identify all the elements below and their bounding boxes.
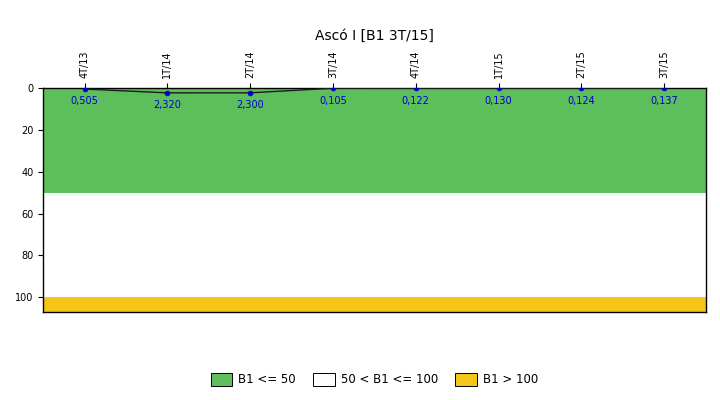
Text: 0,137: 0,137	[650, 96, 678, 106]
Text: 0,505: 0,505	[71, 96, 99, 106]
Text: 0,130: 0,130	[485, 96, 513, 106]
Legend: B1 <= 50, 50 < B1 <= 100, B1 > 100: B1 <= 50, 50 < B1 <= 100, B1 > 100	[206, 369, 543, 391]
Text: 2,300: 2,300	[236, 100, 264, 110]
Bar	[43, 297, 706, 312]
Text: 0,124: 0,124	[567, 96, 595, 106]
Bar	[43, 88, 706, 193]
Text: 0,105: 0,105	[319, 96, 347, 106]
Text: 2,320: 2,320	[153, 100, 181, 110]
Bar	[43, 193, 706, 297]
Text: 0,122: 0,122	[402, 96, 430, 106]
Title: Ascó I [B1 3T/15]: Ascó I [B1 3T/15]	[315, 28, 434, 42]
